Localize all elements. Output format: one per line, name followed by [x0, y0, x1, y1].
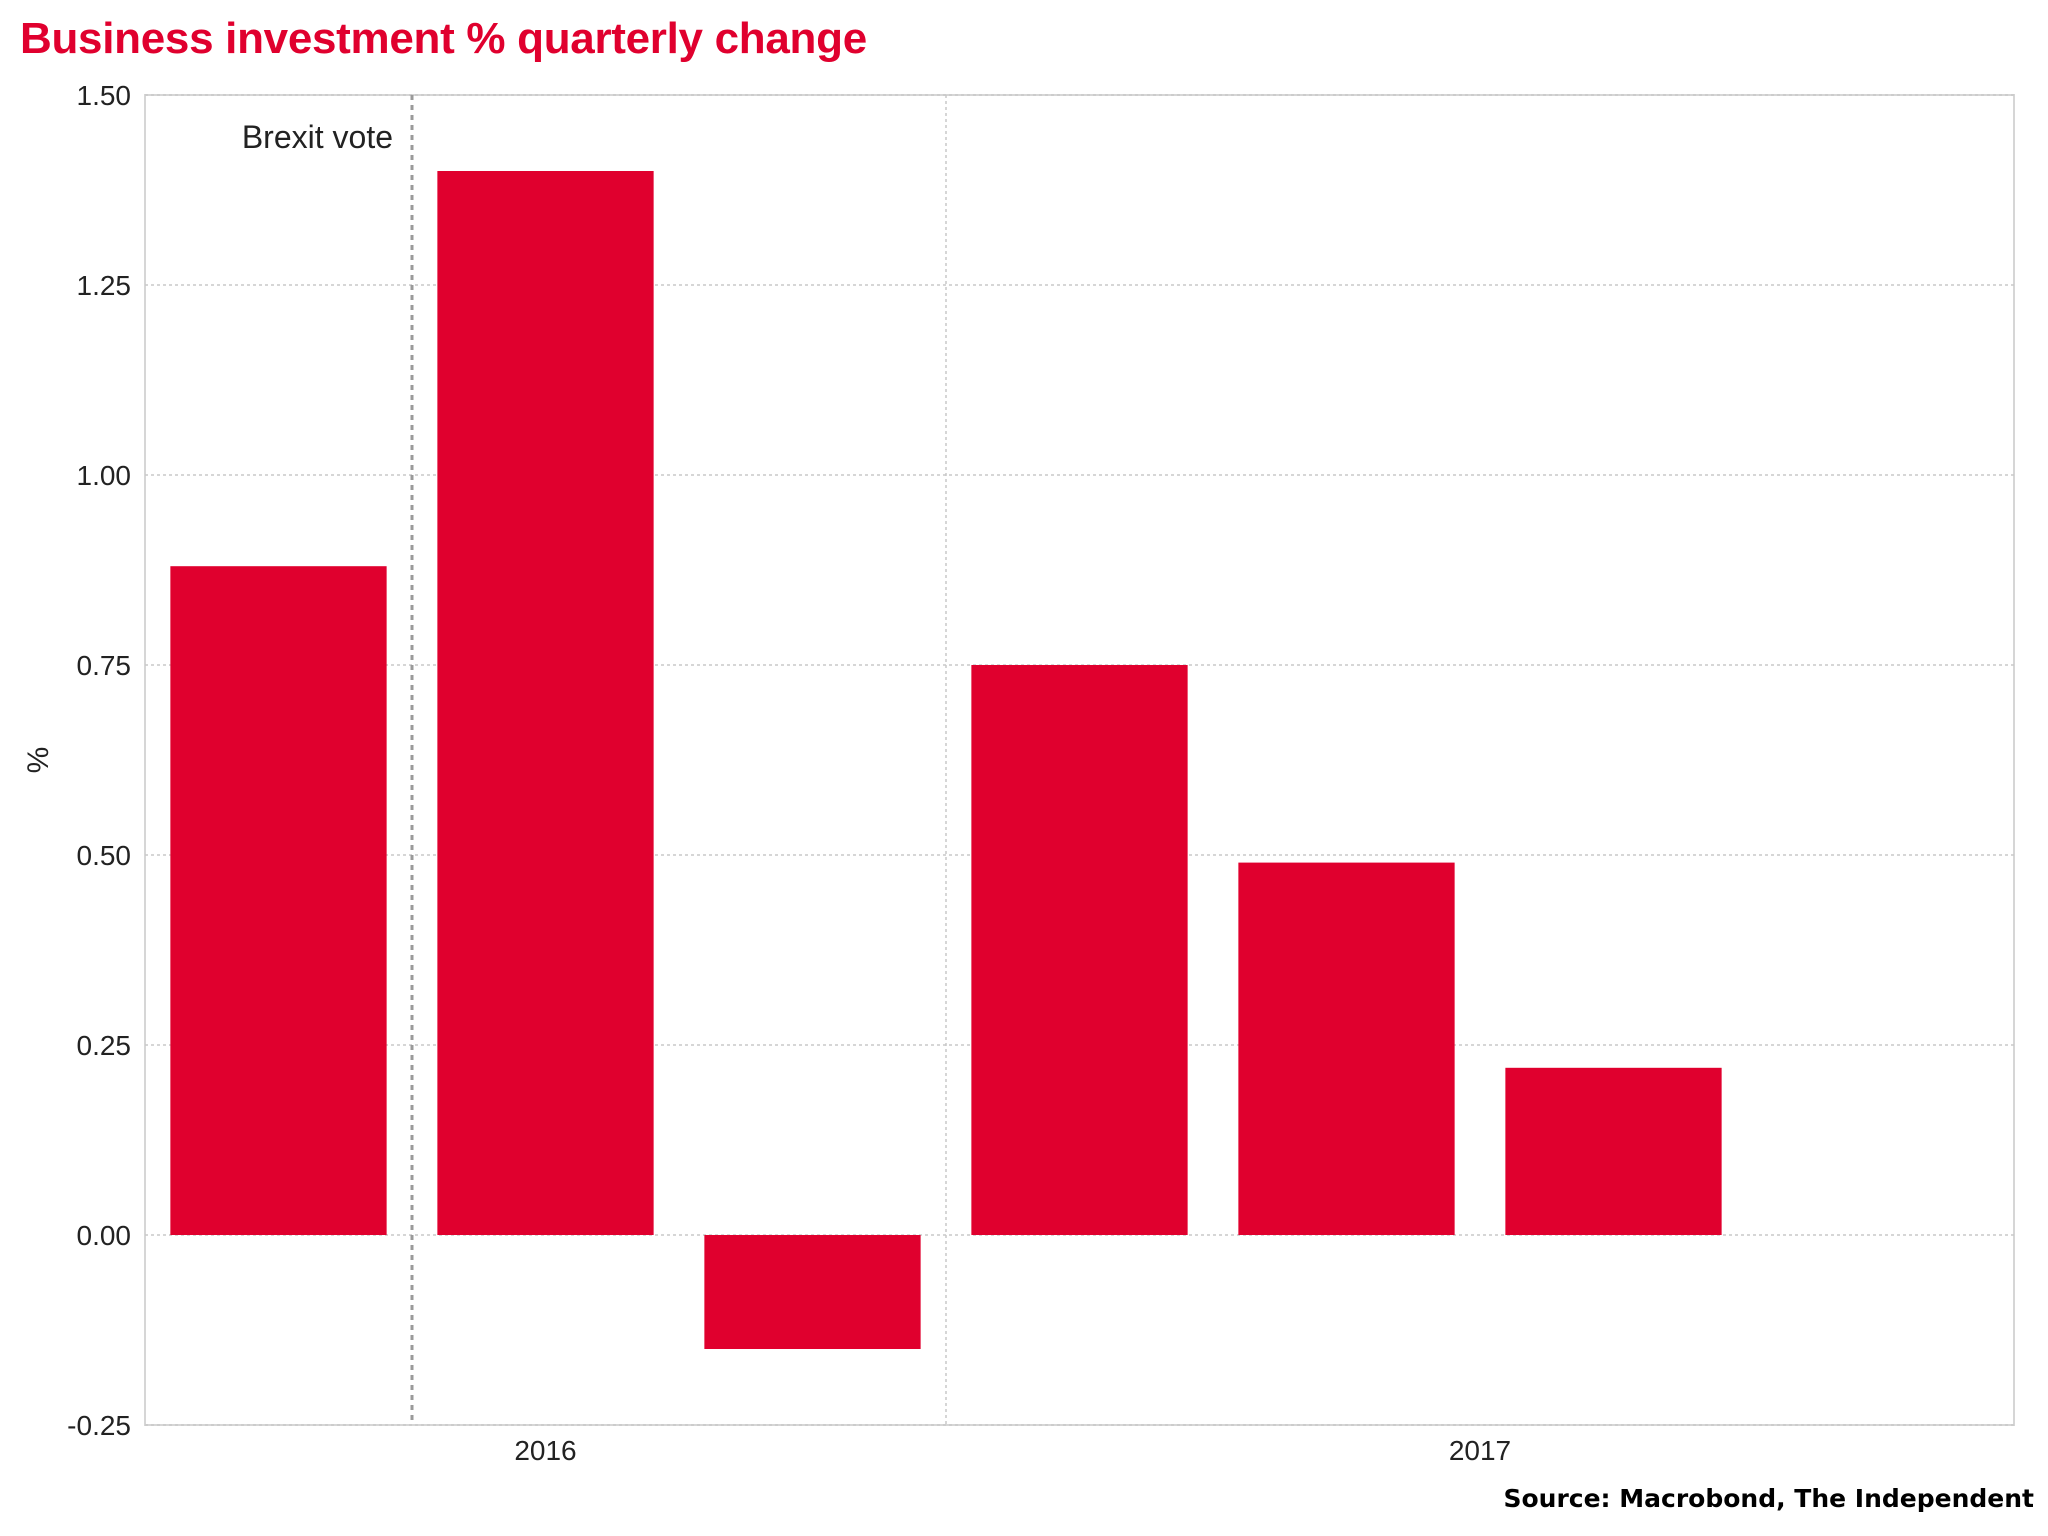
y-tick-label: 0.75	[77, 650, 132, 681]
y-axis: -0.25 0.00 0.25 0.50 0.75 1.00 1.25 1.50%	[22, 80, 131, 1441]
bar	[971, 665, 1188, 1235]
bar	[704, 1235, 921, 1349]
x-axis-labels: 2016 2017	[514, 1435, 1511, 1466]
plot-frame	[144, 94, 2015, 1426]
x-tick-label: 2017	[1449, 1435, 1511, 1466]
y-tick-label: -0.25	[67, 1410, 131, 1441]
chart-title: Business investment % quarterly change	[20, 14, 867, 63]
y-tick-label: 1.00	[77, 460, 132, 491]
y-tick-label: 0.00	[77, 1220, 132, 1251]
bar	[170, 566, 387, 1235]
x-tick-label: 2016	[514, 1435, 576, 1466]
annotation-label: Brexit vote	[242, 119, 393, 155]
y-tick-label: 0.50	[77, 840, 132, 871]
bar	[1505, 1067, 1722, 1235]
y-tick-label: 0.25	[77, 1030, 132, 1061]
y-tick-label: 1.50	[77, 80, 132, 111]
bar	[437, 171, 654, 1235]
bar-series	[170, 171, 1722, 1349]
y-tick-label: 1.25	[77, 270, 132, 301]
bar	[1238, 862, 1455, 1235]
vertical-markers: Brexit vote	[242, 95, 947, 1425]
grid-lines	[144, 94, 2015, 1426]
source-note: Source: Macrobond, The Independent	[1503, 1484, 2034, 1513]
y-axis-label: %	[22, 747, 55, 774]
